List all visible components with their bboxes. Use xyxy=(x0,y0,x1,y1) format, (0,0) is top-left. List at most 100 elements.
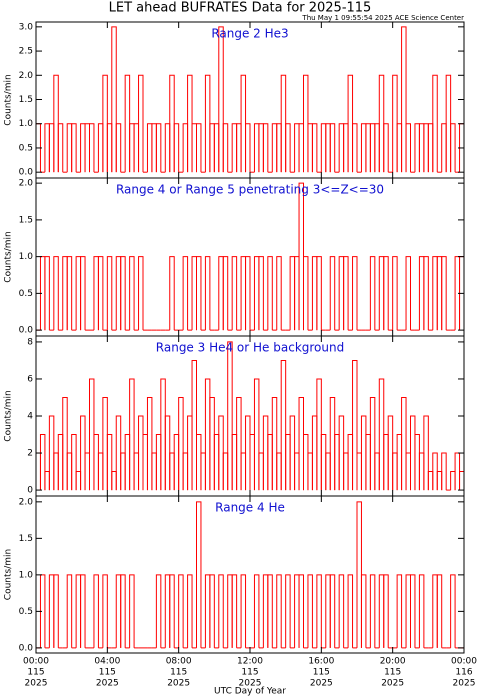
count-step xyxy=(432,256,438,331)
count-step xyxy=(418,256,425,331)
y-tick-label: 0.0 xyxy=(19,168,34,178)
count-step xyxy=(142,434,148,491)
count-step xyxy=(454,452,461,491)
count-step xyxy=(120,452,126,491)
count-step xyxy=(66,256,73,331)
count-step xyxy=(396,574,403,648)
count-step xyxy=(115,574,122,648)
y-tick-label: 0 xyxy=(27,486,33,496)
y-tick-label: 1.5 xyxy=(19,534,33,544)
x-tick-label: 20:00 xyxy=(380,657,406,667)
count-step xyxy=(276,123,282,173)
count-step xyxy=(204,74,211,173)
count-step xyxy=(129,378,135,491)
count-step xyxy=(427,123,434,173)
count-step xyxy=(222,256,229,331)
count-step xyxy=(240,574,247,648)
count-step xyxy=(253,574,260,648)
x-tick-label: 16:00 xyxy=(308,657,334,667)
count-step xyxy=(432,574,438,648)
count-step xyxy=(182,256,189,331)
count-step xyxy=(44,256,50,331)
count-step xyxy=(62,256,68,331)
count-step xyxy=(218,256,224,331)
count-step xyxy=(151,452,157,491)
y-tick-label: 3.0 xyxy=(19,22,34,32)
count-step xyxy=(294,123,300,173)
count-step xyxy=(441,452,447,491)
count-step xyxy=(240,452,247,491)
count-step xyxy=(204,256,211,331)
count-step xyxy=(378,574,385,648)
count-step xyxy=(75,471,82,491)
x-tick-day: 115 xyxy=(170,668,187,678)
count-step xyxy=(146,123,153,173)
count-step xyxy=(450,471,456,491)
y-tick-label: 2.5 xyxy=(19,47,33,57)
count-step xyxy=(352,256,358,331)
count-step xyxy=(436,256,443,331)
count-step xyxy=(383,574,389,648)
count-step xyxy=(427,471,434,491)
count-step xyxy=(450,123,456,173)
count-step xyxy=(111,26,117,173)
count-step xyxy=(236,123,242,173)
y-tick-label: 2.0 xyxy=(19,71,34,81)
count-step xyxy=(329,123,336,173)
count-step xyxy=(84,123,90,173)
count-step xyxy=(240,74,247,173)
x-tick-day: 115 xyxy=(384,668,401,678)
count-step xyxy=(378,378,385,491)
count-step xyxy=(276,574,282,648)
count-step xyxy=(329,256,336,331)
count-step xyxy=(245,256,251,331)
count-step xyxy=(307,574,313,648)
count-step xyxy=(236,396,242,491)
count-step xyxy=(325,123,331,173)
count-step xyxy=(325,452,331,491)
x-tick-day: 115 xyxy=(99,668,116,678)
count-step xyxy=(311,123,318,173)
count-step xyxy=(138,256,144,331)
count-step xyxy=(138,74,144,173)
count-step xyxy=(445,74,452,173)
count-step xyxy=(378,74,385,173)
y-tick-label: 0.0 xyxy=(19,326,34,336)
count-step xyxy=(222,452,229,491)
count-step xyxy=(138,415,144,491)
count-step xyxy=(432,74,438,173)
count-step xyxy=(169,452,175,491)
x-tick-year: 2025 xyxy=(381,679,404,689)
count-step xyxy=(289,415,296,491)
count-step xyxy=(196,434,202,491)
count-step xyxy=(187,415,193,491)
count-step xyxy=(414,123,420,173)
y-tick-label: 2.0 xyxy=(19,497,34,507)
count-step xyxy=(338,415,345,491)
count-step xyxy=(285,434,291,491)
count-step xyxy=(298,396,304,491)
count-step xyxy=(164,123,171,173)
count-step xyxy=(71,434,77,491)
count-step xyxy=(106,123,113,173)
count-step xyxy=(329,396,336,491)
count-step xyxy=(267,256,273,331)
count-step xyxy=(343,256,349,331)
count-step xyxy=(369,123,376,173)
x-tick-year: 2025 xyxy=(239,679,262,689)
count-step xyxy=(298,182,304,331)
count-step xyxy=(423,415,429,491)
count-step xyxy=(164,574,171,648)
count-step xyxy=(173,434,180,491)
count-step xyxy=(35,452,41,491)
y-tick-label: 8 xyxy=(27,337,33,347)
count-step xyxy=(410,574,416,648)
count-step xyxy=(57,123,64,173)
count-step xyxy=(53,452,59,491)
count-step xyxy=(378,256,385,331)
count-step xyxy=(405,256,411,331)
count-step xyxy=(89,123,95,173)
count-step xyxy=(262,574,269,648)
count-step xyxy=(271,396,278,491)
